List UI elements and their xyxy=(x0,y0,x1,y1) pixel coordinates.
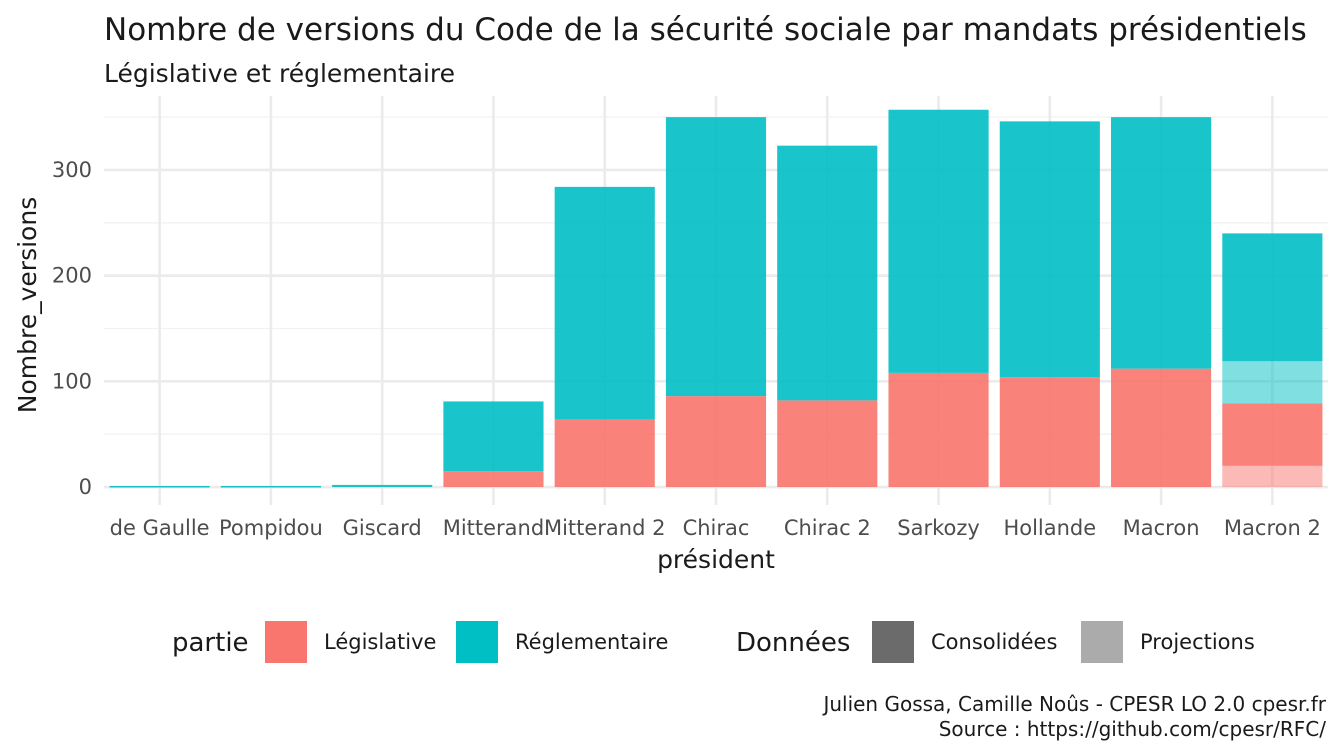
legend-label-legislative: Législative xyxy=(324,630,436,654)
y-tick-label: 100 xyxy=(52,369,92,393)
y-tick-label: 200 xyxy=(52,264,92,288)
y-tick-label: 300 xyxy=(52,158,92,182)
bar-macron-2-reglementaire-consolidees xyxy=(1222,233,1323,362)
bar-giscard-reglementaire-consolidees xyxy=(332,484,433,488)
caption-authors: Julien Gossa, Camille Noûs - CPESR LO 2.… xyxy=(821,692,1326,716)
legend: partie Législative Réglementaire Données… xyxy=(172,621,1255,663)
bar-macron-2-reglementaire-projections xyxy=(1222,361,1323,404)
legend-label-consolidees: Consolidées xyxy=(931,630,1057,654)
bars xyxy=(109,109,1323,488)
x-tick-label: Macron xyxy=(1123,516,1200,540)
bar-hollande-legislative-consolidees xyxy=(999,377,1100,488)
bar-mitterand-legislative-consolidees xyxy=(443,471,544,488)
bar-chirac-reglementaire-consolidees xyxy=(665,117,767,397)
bar-mitterand-2-reglementaire-consolidees xyxy=(554,186,655,420)
chart-title: Nombre de versions du Code de la sécurit… xyxy=(104,12,1307,48)
x-tick-label: de Gaulle xyxy=(110,516,210,540)
bar-chirac-2-legislative-consolidees xyxy=(777,400,878,488)
legend-swatch-reglementaire xyxy=(456,621,498,663)
y-axis-title: Nombre_versions xyxy=(13,197,42,413)
bar-chirac-2-reglementaire-consolidees xyxy=(777,145,878,401)
x-tick-label: Sarkozy xyxy=(897,516,980,540)
bar-de-gaulle-reglementaire-consolidees xyxy=(109,485,210,488)
legend-label-reglementaire: Réglementaire xyxy=(515,630,668,654)
x-axis-title: président xyxy=(657,545,775,574)
bar-macron-reglementaire-consolidees xyxy=(1111,117,1212,369)
legend-fill-title: partie xyxy=(172,628,249,658)
y-axis-ticks: 0 100 200 300 xyxy=(52,158,92,499)
bar-macron-2-legislative-consolidees xyxy=(1222,403,1323,466)
bar-sarkozy-reglementaire-consolidees xyxy=(888,109,989,373)
x-tick-label: Hollande xyxy=(1003,516,1096,540)
bar-macron-legislative-consolidees xyxy=(1111,368,1212,488)
legend-swatch-projections xyxy=(1081,621,1123,663)
bar-mitterand-reglementaire-consolidees xyxy=(443,401,544,472)
legend-swatch-consolidees xyxy=(872,621,914,663)
legend-swatch-legislative xyxy=(265,621,307,663)
x-tick-label: Chirac 2 xyxy=(784,516,871,540)
x-tick-label: Chirac xyxy=(683,516,750,540)
chart-subtitle: Législative et réglementaire xyxy=(104,59,455,88)
bar-sarkozy-legislative-consolidees xyxy=(888,372,989,488)
x-tick-label: Mitterand 2 xyxy=(544,516,666,540)
x-tick-label: Pompidou xyxy=(219,516,323,540)
bar-pompidou-reglementaire-consolidees xyxy=(220,485,321,488)
bar-macron-2-legislative-projections xyxy=(1222,465,1323,488)
x-tick-label: Giscard xyxy=(343,516,422,540)
y-tick-label: 0 xyxy=(79,475,92,499)
bar-chirac-legislative-consolidees xyxy=(665,396,767,488)
legend-label-projections: Projections xyxy=(1140,630,1255,654)
bar-hollande-reglementaire-consolidees xyxy=(999,121,1100,378)
x-tick-label: Mitterand xyxy=(443,516,544,540)
x-tick-label: Macron 2 xyxy=(1224,516,1321,540)
caption-source: Source : https://github.com/cpesr/RFC/ xyxy=(939,717,1327,741)
x-axis-ticks: de Gaulle Pompidou Giscard Mitterand Mittera… xyxy=(110,516,1321,540)
legend-alpha-title: Données xyxy=(736,628,850,658)
bar-mitterand-2-legislative-consolidees xyxy=(554,419,655,488)
